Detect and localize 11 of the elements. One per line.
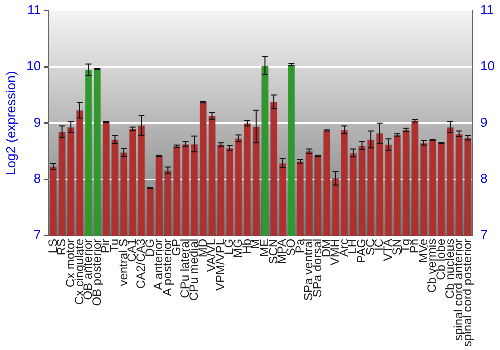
y2-tick-label: 11 bbox=[480, 2, 494, 18]
y-tick-label: 10 bbox=[26, 58, 42, 74]
y-tick-label: 9 bbox=[34, 114, 42, 130]
y2-tick-label: 7 bbox=[480, 228, 488, 243]
y2-tick-label: 9 bbox=[480, 114, 488, 130]
y-tick-label: 7 bbox=[34, 228, 42, 243]
y-tick-label: 8 bbox=[34, 171, 42, 186]
y-tick-label: 11 bbox=[28, 2, 42, 18]
y2-tick-label: 10 bbox=[480, 58, 496, 74]
y2-tick-label: 8 bbox=[480, 171, 488, 186]
y-axis-title: Log2 (expression) bbox=[3, 71, 18, 176]
